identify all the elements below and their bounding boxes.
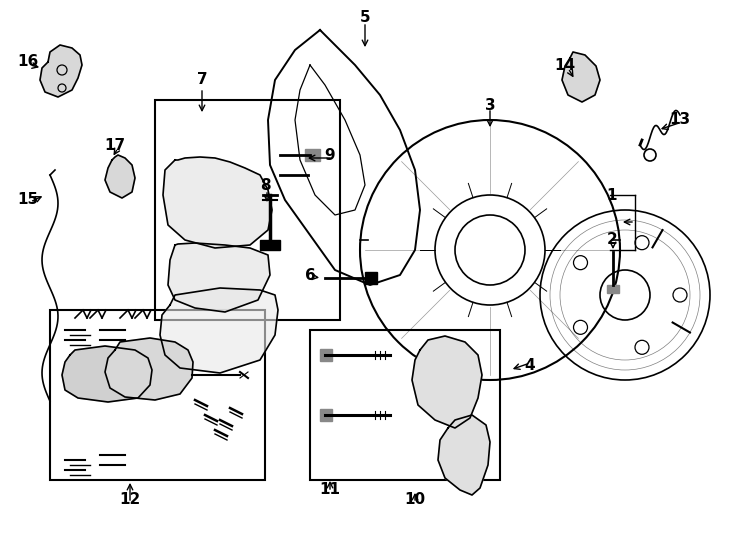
Polygon shape bbox=[62, 346, 152, 402]
Polygon shape bbox=[105, 155, 135, 198]
Text: 5: 5 bbox=[360, 10, 371, 25]
Text: 14: 14 bbox=[554, 57, 575, 72]
Text: 6: 6 bbox=[305, 267, 316, 282]
Bar bbox=[155, 100, 340, 320]
Polygon shape bbox=[168, 243, 270, 312]
Text: 17: 17 bbox=[104, 138, 126, 152]
Polygon shape bbox=[562, 52, 600, 102]
Bar bbox=[50, 310, 265, 480]
Text: 7: 7 bbox=[197, 72, 207, 87]
Text: 12: 12 bbox=[120, 492, 141, 508]
Polygon shape bbox=[105, 338, 193, 400]
Text: 13: 13 bbox=[669, 112, 691, 127]
Text: 9: 9 bbox=[324, 147, 335, 163]
Text: 2: 2 bbox=[606, 233, 617, 247]
Bar bbox=[320, 409, 332, 421]
Bar bbox=[260, 240, 280, 250]
Polygon shape bbox=[163, 157, 272, 248]
Polygon shape bbox=[160, 288, 278, 373]
Text: 15: 15 bbox=[18, 192, 39, 207]
Text: 10: 10 bbox=[404, 492, 426, 508]
Bar bbox=[305, 149, 320, 161]
Bar bbox=[320, 349, 332, 361]
Text: 3: 3 bbox=[484, 98, 495, 112]
Text: 8: 8 bbox=[260, 178, 270, 192]
Polygon shape bbox=[40, 45, 82, 97]
Text: 1: 1 bbox=[607, 187, 617, 202]
Text: 4: 4 bbox=[525, 357, 535, 373]
Polygon shape bbox=[438, 415, 490, 495]
Polygon shape bbox=[412, 336, 482, 428]
Text: 11: 11 bbox=[319, 483, 341, 497]
Bar bbox=[607, 285, 619, 293]
Bar bbox=[310, 330, 500, 480]
Bar bbox=[365, 272, 377, 284]
Text: 16: 16 bbox=[18, 55, 39, 70]
